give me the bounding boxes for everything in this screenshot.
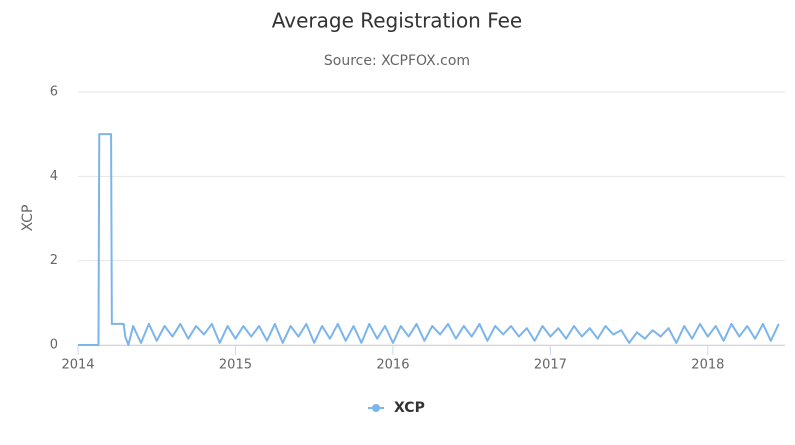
- x-tick-label: 2017: [534, 358, 567, 373]
- y-tick-label: 0: [50, 338, 58, 353]
- legend-marker: [372, 404, 380, 412]
- x-tick-label: 2014: [61, 358, 94, 373]
- chart-title: Average Registration Fee: [272, 9, 522, 33]
- chart-subtitle: Source: XCPFOX.com: [324, 53, 470, 69]
- y-tick-label: 4: [50, 169, 58, 184]
- y-tick-label: 6: [50, 85, 58, 100]
- x-tick-label: 2016: [376, 358, 409, 373]
- x-tick-label: 2018: [691, 358, 724, 373]
- x-tick-label: 2015: [219, 358, 252, 373]
- y-tick-label: 2: [50, 253, 58, 268]
- legend-label: XCP: [394, 400, 425, 416]
- data-line: [78, 133, 780, 346]
- y-axis-label: XCP: [20, 205, 36, 232]
